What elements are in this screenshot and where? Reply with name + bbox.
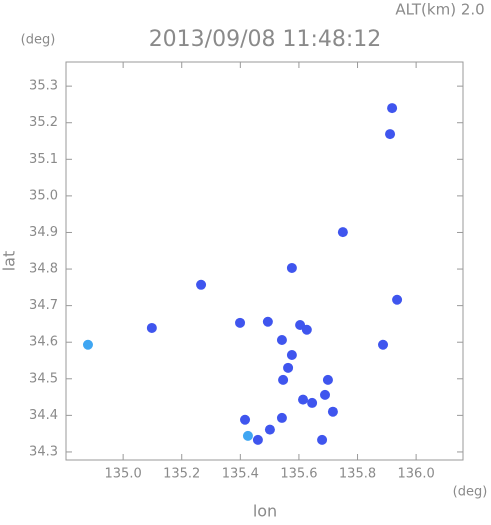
echo-point <box>196 279 207 290</box>
echo-point <box>240 414 251 425</box>
x-tick-label: 135.0 <box>105 467 142 482</box>
chart-title: 2013/09/08 11:48:12 <box>149 27 382 52</box>
echo-point <box>322 374 333 385</box>
echo-point <box>301 324 312 335</box>
echo-point <box>337 227 348 238</box>
y-tick-label: 34.4 <box>29 408 58 423</box>
y-tick-label: 35.2 <box>29 115 58 130</box>
y-unit: (deg) <box>21 33 56 48</box>
echo-point <box>276 335 287 346</box>
x-tick-label: 135.6 <box>280 467 317 482</box>
x-tick-label: 135.2 <box>163 467 200 482</box>
plot-frame <box>65 61 464 461</box>
x-axis-label: lon <box>253 502 277 521</box>
echo-point <box>387 103 398 114</box>
y-tick-label: 34.6 <box>29 335 58 350</box>
echo-point <box>262 316 273 327</box>
echo-point <box>252 434 263 445</box>
echo-point <box>264 424 275 435</box>
echo-point <box>283 362 294 373</box>
x-tick-label: 136.0 <box>398 467 435 482</box>
y-tick-label: 34.5 <box>29 371 58 386</box>
x-tick-label: 135.4 <box>222 467 259 482</box>
echo-point <box>378 339 389 350</box>
echo-point <box>307 397 318 408</box>
x-tick-label: 135.8 <box>339 467 376 482</box>
y-tick-label: 35.1 <box>29 152 58 167</box>
y-tick-label: 35.0 <box>29 188 58 203</box>
altitude-label: ALT(km) 2.0 <box>395 1 484 19</box>
echo-point <box>286 350 297 361</box>
echo-point <box>235 317 246 328</box>
echo-point <box>278 374 289 385</box>
echo-point <box>392 294 403 305</box>
echo-point <box>276 412 287 423</box>
echo-point <box>286 262 297 273</box>
echo-point <box>146 322 157 333</box>
y-tick-label: 34.9 <box>29 225 58 240</box>
echo-point <box>317 434 328 445</box>
y-axis-label: lat <box>0 251 19 272</box>
y-tick-label: 34.3 <box>29 444 58 459</box>
y-tick-label: 35.3 <box>29 79 58 94</box>
y-tick-label: 34.7 <box>29 298 58 313</box>
echo-point <box>320 389 331 400</box>
echo-point <box>298 394 309 405</box>
x-unit: (deg) <box>453 485 488 500</box>
y-tick-label: 34.8 <box>29 262 58 277</box>
echo-point <box>242 430 253 441</box>
echo-point <box>327 406 338 417</box>
echo-point <box>82 339 93 350</box>
echo-point <box>385 129 396 140</box>
